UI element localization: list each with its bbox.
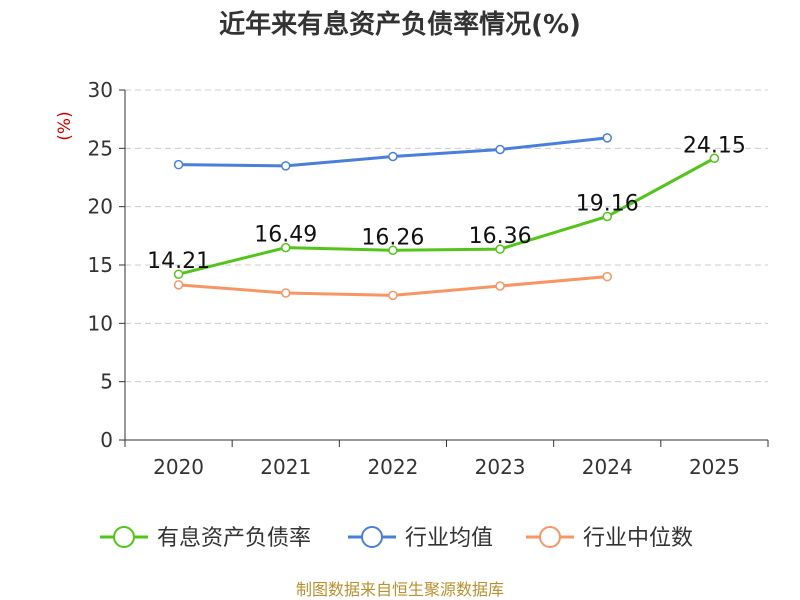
x-tick-label: 2023 <box>475 455 526 479</box>
data-labels: 14.21 16.49 16.26 16.36 19.16 24.15 <box>147 133 746 274</box>
data-point[interactable] <box>388 245 398 256</box>
legend-label: 行业中位数 <box>583 526 693 551</box>
data-label: 16.49 <box>254 223 317 248</box>
y-tick-label: 25 <box>88 136 113 160</box>
legend-marker <box>539 526 561 548</box>
y-tick-label: 20 <box>88 195 113 219</box>
data-label: 24.15 <box>683 133 746 158</box>
data-point[interactable] <box>281 161 291 171</box>
x-tick-label: 2021 <box>260 455 311 479</box>
data-point[interactable] <box>495 144 505 155</box>
y-tick-labels: 0 5 10 15 20 25 30 <box>88 78 113 452</box>
y-tick-label: 10 <box>88 311 113 335</box>
grid-lines <box>125 89 768 383</box>
legend-marker <box>113 526 135 548</box>
series-layer <box>173 133 720 301</box>
data-label: 16.36 <box>469 224 532 249</box>
data-point[interactable] <box>602 211 612 222</box>
legend-item[interactable]: 行业均值 <box>348 526 493 551</box>
legend-marker <box>361 526 383 548</box>
x-tick-label: 2022 <box>367 455 418 479</box>
x-tick-label: 2020 <box>153 455 204 479</box>
data-point[interactable] <box>602 271 612 282</box>
data-point[interactable] <box>281 242 291 253</box>
data-point[interactable] <box>388 151 398 162</box>
chart-title: 近年来有息资产负债率情况(%) <box>219 9 581 40</box>
series-line <box>178 156 716 276</box>
legend-item[interactable]: 有息资产负债率 <box>100 526 311 551</box>
y-axis-unit: (%) <box>55 111 75 140</box>
y-tick-label: 15 <box>88 253 113 277</box>
data-point[interactable] <box>709 153 720 163</box>
data-point[interactable] <box>495 244 505 254</box>
y-tick-label: 0 <box>100 428 113 452</box>
legend-label: 有息资产负债率 <box>157 526 311 551</box>
legend-label: 行业均值 <box>405 526 493 551</box>
data-label: 19.16 <box>576 191 639 216</box>
y-tick-label: 5 <box>100 370 113 394</box>
x-tick-labels: 2020 2021 2022 2023 2024 2025 <box>153 455 740 479</box>
data-point[interactable] <box>281 288 291 298</box>
data-point[interactable] <box>602 133 612 143</box>
source-note: 制图数据来自恒生聚源数据库 <box>296 580 504 599</box>
data-point[interactable] <box>173 280 184 290</box>
data-label: 14.21 <box>147 249 210 274</box>
legend-item[interactable]: 行业中位数 <box>526 526 693 551</box>
data-point[interactable] <box>495 281 505 291</box>
data-point[interactable] <box>388 290 398 301</box>
data-point[interactable] <box>173 159 184 170</box>
x-tick-label: 2024 <box>582 455 633 479</box>
data-label: 16.26 <box>361 225 424 250</box>
x-tick-label: 2025 <box>689 455 740 479</box>
data-point[interactable] <box>173 269 184 279</box>
y-tick-label: 30 <box>88 78 113 102</box>
legend[interactable]: 有息资产负债率 行业均值 行业中位数 <box>100 526 693 551</box>
axes <box>119 89 769 447</box>
